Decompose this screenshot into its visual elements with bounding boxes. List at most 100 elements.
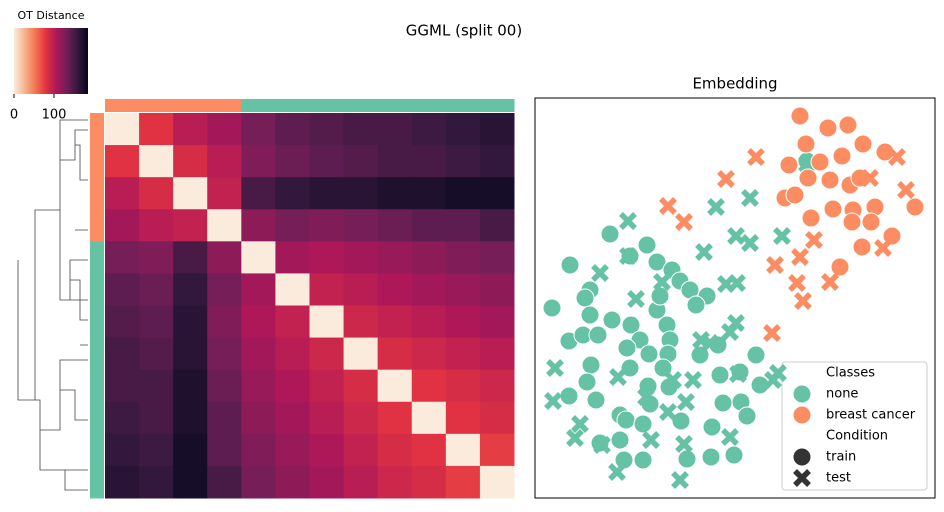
heatmap-cell xyxy=(275,401,310,435)
scatter-point xyxy=(773,227,791,245)
heatmap-cell xyxy=(275,145,310,178)
heatmap-cell xyxy=(241,209,276,242)
heatmap-cell xyxy=(445,337,481,371)
heatmap-cell xyxy=(139,273,174,306)
heatmap-cell xyxy=(309,145,345,178)
heatmap-cell xyxy=(411,241,447,274)
scatter-point xyxy=(659,403,677,421)
heatmap-cell xyxy=(309,465,345,499)
scatter-point xyxy=(621,315,641,335)
heatmap-cell xyxy=(173,305,208,339)
heatmap-cell xyxy=(207,113,242,146)
heatmap-cell xyxy=(275,241,310,274)
colorbar-tick-label: 0 xyxy=(10,108,18,123)
heatmap-cell xyxy=(139,337,174,371)
heatmap-cell xyxy=(309,401,345,435)
heatmap-cell xyxy=(377,433,413,467)
scatter-point xyxy=(788,274,806,292)
scatter-point xyxy=(647,252,667,272)
scatter-point xyxy=(852,237,872,257)
legend-label: train xyxy=(826,450,856,465)
scatter-point xyxy=(710,365,730,385)
heatmap-cell xyxy=(377,145,413,178)
column-class-bar xyxy=(275,99,310,112)
heatmap-cell xyxy=(241,113,276,146)
heatmap-cell xyxy=(411,113,447,146)
column-class-bar xyxy=(377,99,413,112)
scatter-point xyxy=(617,338,637,358)
heatmap-cell xyxy=(207,145,242,178)
scatter-point xyxy=(853,134,873,154)
column-class-bar xyxy=(445,99,481,112)
scatter-point xyxy=(764,371,782,389)
row-class-bar xyxy=(90,177,104,210)
scatter-point xyxy=(591,264,609,282)
scatter-point xyxy=(575,288,595,308)
heatmap-cell xyxy=(139,401,174,435)
scatter-point xyxy=(593,436,611,454)
heatmap-cell xyxy=(139,241,174,274)
dendrogram xyxy=(17,119,88,491)
heatmap-cell xyxy=(241,145,276,178)
figure-title: GGML (split 00) xyxy=(406,22,522,40)
legend-box xyxy=(781,361,928,491)
heatmap-cell xyxy=(479,433,515,467)
scatter-point xyxy=(639,344,659,364)
heatmap-cell xyxy=(241,401,276,435)
heatmap-cell xyxy=(139,145,174,178)
scatter-point xyxy=(633,414,653,434)
legend-marker xyxy=(792,384,812,404)
heatmap-cell xyxy=(207,433,242,467)
heatmap-cell xyxy=(105,433,140,467)
heatmap-cell xyxy=(105,273,140,306)
heatmap-cell xyxy=(207,465,242,499)
heatmap-cell xyxy=(479,305,515,339)
heatmap-cell xyxy=(411,369,447,403)
colorbar-tick-label: 100 xyxy=(42,108,67,123)
heatmap-cell xyxy=(411,273,447,306)
scatter-point xyxy=(779,155,799,175)
scatter-point xyxy=(701,334,719,352)
heatmap-cell xyxy=(207,209,242,242)
heatmap-cell xyxy=(207,401,242,435)
scatter-point xyxy=(695,243,713,261)
heatmap-cell xyxy=(241,337,276,371)
scatter-point xyxy=(686,295,706,315)
heatmap-cell xyxy=(343,177,379,210)
scatter-point xyxy=(791,248,809,266)
scatter-point xyxy=(675,435,693,453)
plot-frame xyxy=(534,97,936,499)
legend-label: test xyxy=(826,471,851,486)
heatmap-cell xyxy=(479,401,515,435)
column-class-bar xyxy=(411,99,447,112)
scatter-point xyxy=(785,185,805,205)
heatmap-cell xyxy=(343,433,379,467)
column-class-bar xyxy=(173,99,208,112)
row-class-bar xyxy=(90,337,104,371)
heatmap-cell xyxy=(377,113,413,146)
scatter-point xyxy=(609,368,627,386)
row-class-bar xyxy=(90,465,104,499)
heatmap-cell xyxy=(445,433,481,467)
heatmap-cell xyxy=(377,241,413,274)
heatmap-cell xyxy=(479,273,515,306)
heatmap-cell xyxy=(105,241,140,274)
heatmap-cell xyxy=(309,241,345,274)
row-class-bar xyxy=(90,273,104,306)
row-class-bar xyxy=(90,433,104,467)
heatmap-cell xyxy=(377,305,413,339)
heatmap-cell xyxy=(241,273,276,306)
heatmap-cell xyxy=(309,433,345,467)
heatmap-cell xyxy=(173,241,208,274)
heatmap-cell xyxy=(139,465,174,499)
heatmap-cell xyxy=(343,241,379,274)
heatmap-cell xyxy=(445,113,481,146)
heatmap-cell xyxy=(479,113,515,146)
scatter-point xyxy=(888,148,906,166)
heatmap-cell xyxy=(411,145,447,178)
scatter-point xyxy=(546,359,564,377)
heatmap-cell xyxy=(139,305,174,339)
scatter-point xyxy=(713,393,733,413)
scatter-point xyxy=(721,323,739,341)
scatter-point xyxy=(861,169,879,187)
